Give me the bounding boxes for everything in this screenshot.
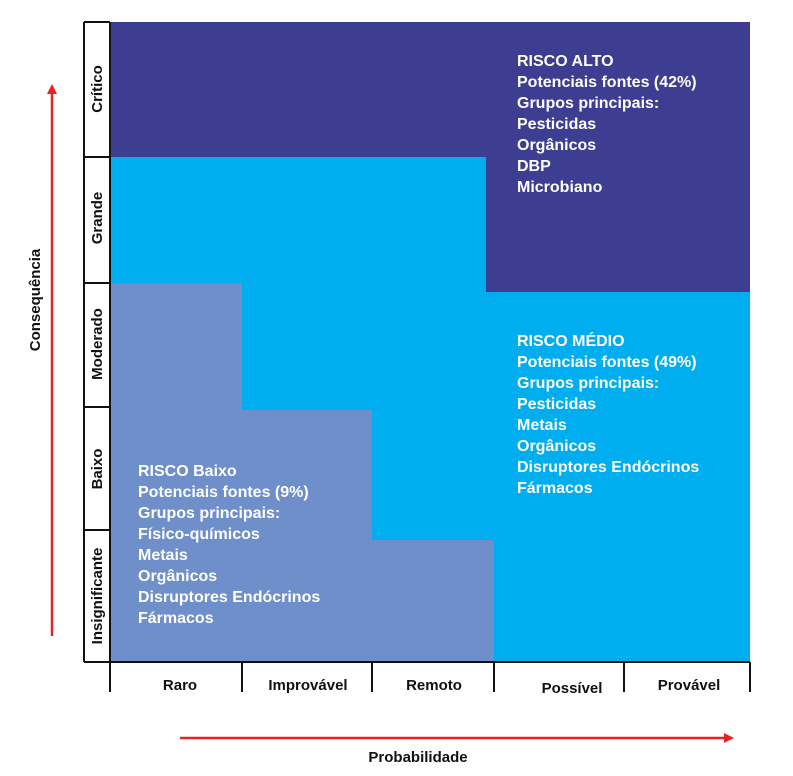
high-risk-group: Microbiano [517, 179, 603, 196]
y-label-insignificante: Insignificante [89, 548, 106, 645]
medium-risk-group: Fármacos [517, 480, 593, 497]
y-label-critico: Crítico [89, 65, 106, 113]
high-risk-heading: RISCO ALTO [517, 53, 614, 70]
high-risk-text: RISCO ALTO Potenciais fontes (42%) Grupo… [517, 53, 701, 196]
x-tick-marks [109, 662, 751, 692]
medium-risk-text: RISCO MÉDIO Potenciais fontes (49%) Grup… [517, 331, 704, 497]
y-axis-title: Consequência [27, 248, 44, 351]
low-risk-heading: RISCO Baixo [138, 463, 237, 480]
y-tick-marks [84, 21, 110, 663]
low-risk-zone [110, 283, 494, 662]
medium-risk-sources: Potenciais fontes (49%) [517, 354, 697, 371]
x-label-possivel: Possível [542, 680, 603, 697]
y-label-grande: Grande [89, 192, 106, 245]
low-risk-group: Físico-químicos [138, 526, 260, 543]
low-risk-text: RISCO Baixo Potenciais fontes (9%) Grupo… [138, 463, 325, 627]
y-label-moderado: Moderado [89, 308, 106, 380]
high-risk-group: Orgânicos [517, 137, 596, 154]
high-risk-group: DBP [517, 158, 551, 175]
high-risk-sources: Potenciais fontes (42%) [517, 74, 697, 91]
medium-risk-group: Orgânicos [517, 438, 596, 455]
low-risk-group: Metais [138, 547, 188, 564]
low-risk-group: Fármacos [138, 610, 214, 627]
medium-risk-group: Pesticidas [517, 396, 596, 413]
low-risk-group: Orgânicos [138, 568, 217, 585]
low-risk-sources: Potenciais fontes (9%) [138, 484, 309, 501]
medium-risk-heading: RISCO MÉDIO [517, 331, 625, 350]
high-risk-group: Pesticidas [517, 116, 596, 133]
medium-risk-group: Metais [517, 417, 567, 434]
x-axis-title: Probabilidade [368, 749, 467, 766]
low-risk-groups-label: Grupos principais: [138, 505, 280, 522]
low-risk-group: Disruptores Endócrinos [138, 589, 320, 606]
x-label-raro: Raro [163, 677, 197, 694]
y-label-baixo: Baixo [89, 449, 106, 490]
medium-risk-group: Disruptores Endócrinos [517, 459, 699, 476]
high-risk-zone [110, 22, 750, 292]
medium-risk-groups-label: Grupos principais: [517, 375, 659, 392]
high-risk-groups-label: Grupos principais: [517, 95, 659, 112]
x-label-provavel: Provável [658, 677, 721, 694]
x-label-improvavel: Improvável [268, 677, 347, 694]
x-label-remoto: Remoto [406, 677, 462, 694]
